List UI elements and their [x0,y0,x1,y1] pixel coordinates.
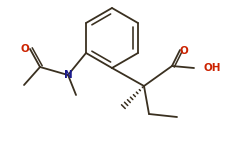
Text: O: O [180,46,188,56]
Text: O: O [21,44,29,54]
Text: N: N [64,70,72,80]
Text: OH: OH [204,63,222,73]
